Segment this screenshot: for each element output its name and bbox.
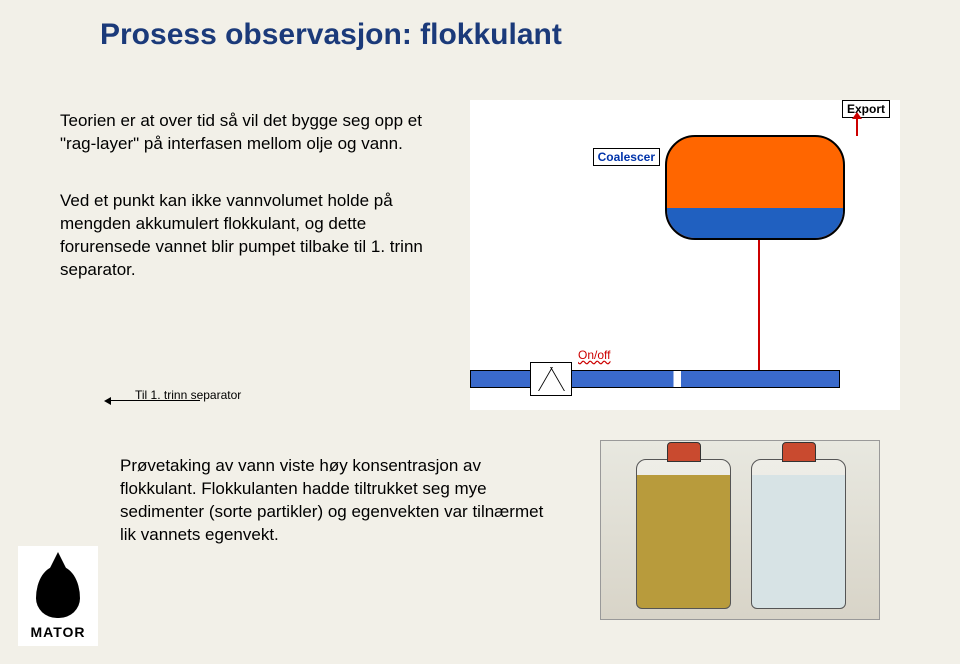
bottle-cap-icon: [667, 442, 701, 462]
til1-arrow-icon: [110, 400, 200, 401]
page-title: Prosess observasjon: flokkulant: [100, 18, 562, 52]
brand-logo: MATOR: [18, 546, 98, 646]
coalescer-vessel: [665, 135, 845, 240]
pipe-horizontal: [470, 370, 840, 388]
sample-photo: [600, 440, 880, 620]
pipe-vertical: [758, 240, 760, 370]
brand-name: MATOR: [30, 624, 85, 640]
coalescer-label: Coalescer: [593, 148, 660, 166]
drop-icon: [36, 566, 80, 618]
bottle-contaminated: [636, 459, 731, 609]
valve-icon: [530, 362, 572, 396]
onoff-label: On/off: [578, 348, 610, 362]
paragraph-theory: Teorien er at over tid så vil det bygge …: [60, 110, 460, 156]
bottle-cap-icon: [782, 442, 816, 462]
paragraph-sampling: Prøvetaking av vann viste høy konsentras…: [120, 455, 550, 547]
bottle-clean: [751, 459, 846, 609]
coalescer-water-layer: [667, 208, 843, 238]
paragraph-point: Ved et punkt kan ikke vannvolumet holde …: [60, 190, 460, 282]
process-diagram: Export Coalescer On/off: [470, 100, 900, 410]
export-line: [856, 118, 858, 136]
export-label: Export: [842, 100, 890, 118]
